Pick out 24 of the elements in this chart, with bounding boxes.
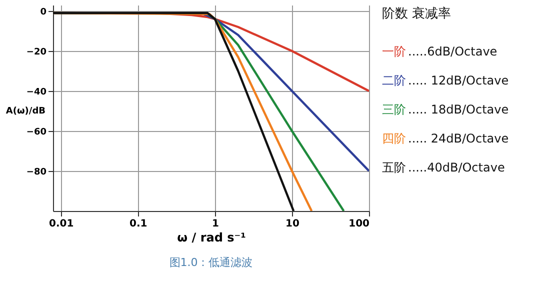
text: .....40dB/Octave [408,160,505,174]
text: .....6dB/Octave [408,44,498,58]
text: ..... 24dB/Octave [408,131,509,146]
y-tick-label: −60 [26,128,46,138]
y-tick-label: −40 [26,88,46,98]
y-tick-label: 0 [40,8,46,18]
y-tick-label: −20 [26,48,46,58]
text: 三阶 [382,102,406,116]
y-axis-title: A(ω)/dB [6,106,46,116]
text: 四阶 [382,131,406,146]
x-tick-label: 1 [212,218,219,230]
x-axis-title: ω / rad s⁻¹ [177,230,246,244]
x-tick-label: 10 [286,218,300,230]
text: 二阶 [382,73,406,88]
y-tick-label: −80 [26,168,46,178]
text: 五阶 [382,160,406,174]
x-tick-label: 0.01 [49,218,74,230]
caption: 图1.0：低通滤波 [169,256,253,269]
text: ..... 12dB/Octave [408,73,509,88]
x-tick-label: 0.1 [130,218,148,230]
text: ..... 18dB/Octave [408,102,509,116]
text: 一阶 [382,44,406,58]
x-tick-label: 100 [348,218,370,230]
legend-title: 阶数 衰减率 [382,6,452,22]
